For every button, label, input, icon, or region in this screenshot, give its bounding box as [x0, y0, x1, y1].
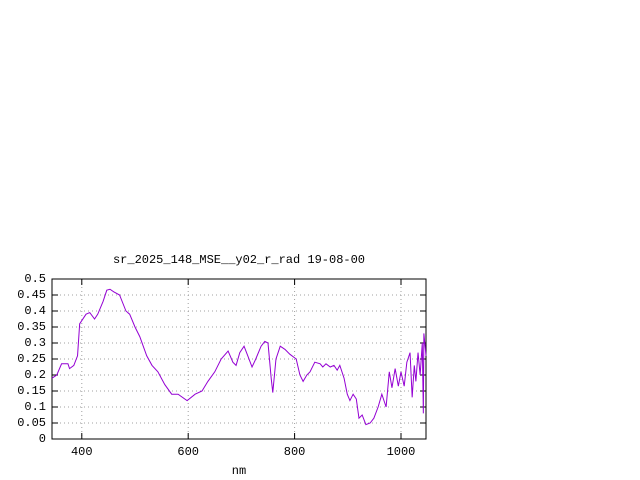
plot-border — [51, 278, 427, 440]
y-tick-label: 0.4 — [24, 304, 46, 318]
y-tick-label: 0.3 — [24, 336, 46, 350]
y-tick-label: 0 — [39, 432, 46, 446]
x-axis-label: nm — [232, 464, 246, 478]
x-tick-label: 400 — [71, 445, 93, 459]
chart-title: sr_2025_148_MSE__y02_r_rad 19-08-00 — [113, 253, 365, 267]
y-tick-label: 0.45 — [17, 288, 46, 302]
x-tick-label: 600 — [177, 445, 199, 459]
y-tick-label: 0.35 — [17, 320, 46, 334]
data-line — [51, 288, 427, 426]
x-tick-label: 800 — [284, 445, 306, 459]
x-tick-label: 1000 — [387, 445, 416, 459]
y-tick-label: 0.1 — [24, 400, 46, 414]
y-tick-label: 0.05 — [17, 416, 46, 430]
y-tick-label: 0.15 — [17, 384, 46, 398]
y-tick-label: 0.2 — [24, 368, 46, 382]
y-tick-label: 0.25 — [17, 352, 46, 366]
y-tick-label: 0.5 — [24, 272, 46, 286]
